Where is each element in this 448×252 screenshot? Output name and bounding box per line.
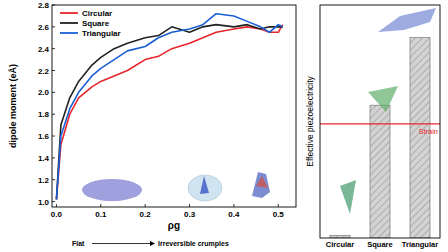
insets — [82, 172, 270, 201]
plot-frame — [320, 5, 440, 238]
legend-swatch — [60, 22, 78, 24]
crumple-shape — [256, 176, 268, 188]
x-tick-label: 0.2 — [140, 210, 152, 219]
legend-swatch — [60, 32, 78, 34]
y-tick-label: 1.8 — [38, 110, 50, 119]
x-tick-label: 0.5 — [273, 210, 285, 219]
x-tick-label: 0.0 — [51, 210, 63, 219]
series-line — [56, 25, 282, 200]
x-tick-label: Circular — [326, 240, 354, 249]
x-tick-label: 0.4 — [228, 210, 240, 219]
annotation: Flat — [72, 240, 85, 247]
arrow-head — [150, 241, 155, 246]
crumple-disk — [188, 175, 222, 201]
x-tick-label: 0.3 — [184, 210, 196, 219]
y-tick-label: 1.6 — [38, 132, 50, 141]
y-axis-label: Effective piezoelectricity — [305, 75, 315, 166]
legend-swatch — [60, 12, 78, 14]
series-line — [56, 25, 282, 200]
square-sheet — [368, 86, 398, 112]
y-tick-label: 1.4 — [38, 154, 50, 163]
legend: CircularSquareTriangular — [60, 9, 121, 38]
legend-label: Triangular — [82, 29, 121, 38]
series-line — [56, 14, 282, 200]
bar — [410, 38, 430, 238]
reference-line — [320, 123, 440, 124]
y-tick-label: 1.2 — [38, 176, 50, 185]
y-tick-label: 2.6 — [38, 23, 50, 32]
figure: 0.0 0.1 0.2 0.3 0.4 0.5 1.0 1.2 1.4 1.6 1.8 2.0 2.2 2… — [0, 0, 448, 252]
bars — [320, 38, 440, 238]
reference-label: Strain — [418, 127, 438, 136]
triangular-sheet — [378, 8, 436, 32]
legend-label: Square — [82, 19, 110, 28]
y-tick-label: 2.2 — [38, 67, 50, 76]
legend-label: Circular — [82, 9, 112, 18]
y-tick-label: 2.4 — [38, 45, 50, 54]
y-tick-label: 2.8 — [38, 1, 50, 10]
crumple-shape — [252, 172, 270, 198]
x-axis-label: ρg — [168, 220, 180, 231]
y-tick-label: 2.0 — [38, 88, 50, 97]
x-tick-label: Square — [367, 240, 392, 249]
x-tick-label: Triangular — [402, 240, 438, 249]
flat-sheet — [82, 179, 142, 201]
axes: 0.0 0.1 0.2 0.3 0.4 0.5 1.0 1.2 1.4 1.6 1.8 2.0 2.2 2… — [8, 1, 284, 248]
y-axis-label: dipole moment (eÅ) — [8, 64, 18, 148]
crumple-shape — [200, 176, 209, 194]
plot-frame — [52, 5, 296, 207]
annotation: Irreversible crumples — [158, 240, 229, 248]
bar — [370, 105, 390, 238]
y-tick-label: 1.0 — [38, 198, 50, 207]
circular-sheet — [340, 180, 356, 214]
arrow — [92, 243, 150, 244]
insets — [340, 8, 436, 214]
series-lines — [56, 14, 282, 200]
x-tick-label: 0.1 — [95, 210, 107, 219]
